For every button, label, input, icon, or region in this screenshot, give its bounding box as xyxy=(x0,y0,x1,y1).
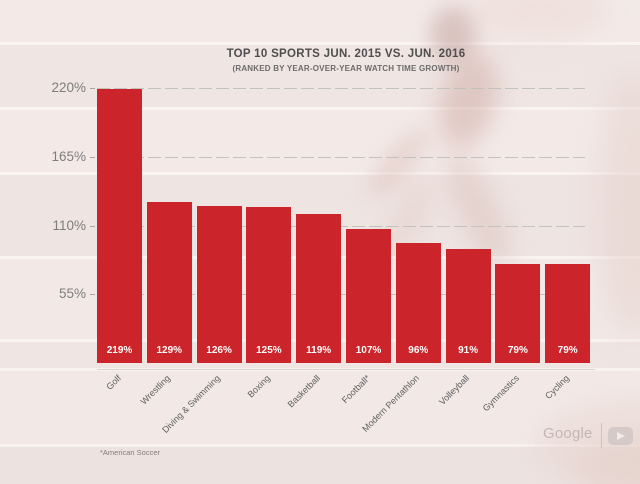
category-label: Basketball xyxy=(285,373,322,410)
google-logo: Google xyxy=(543,425,593,442)
bar xyxy=(246,206,292,363)
gridline xyxy=(97,156,585,158)
footnote: *American Soccer xyxy=(100,448,161,457)
bar xyxy=(395,243,441,363)
y-tick-mark xyxy=(90,294,95,296)
bar-value-label: 79% xyxy=(557,345,578,356)
category-label: Diving & Swimming xyxy=(160,373,223,435)
bar-value-label: 129% xyxy=(156,345,183,356)
bar-value-label: 91% xyxy=(458,345,479,356)
category-label: Football* xyxy=(339,373,372,406)
category-label: Volleyball xyxy=(437,373,472,407)
bar-value-label: 119% xyxy=(306,345,332,356)
bar-value-label: 125% xyxy=(256,345,282,356)
bar xyxy=(346,229,391,363)
brand-divider xyxy=(601,423,602,448)
bar-value-label: 79% xyxy=(507,345,528,356)
play-triangle-icon xyxy=(617,431,625,440)
bar xyxy=(495,264,541,363)
bar-value-label: 107% xyxy=(355,345,382,356)
category-label: Boxing xyxy=(245,373,272,400)
category-label: Wrestling xyxy=(138,373,173,407)
bar-value-label: 126% xyxy=(206,345,232,356)
bar-value-label: 219% xyxy=(106,345,133,356)
bar-value-label: 96% xyxy=(408,345,429,356)
x-axis-baseline xyxy=(97,369,595,370)
y-tick-mark xyxy=(90,88,95,89)
background-figure-shape xyxy=(598,70,640,340)
bar xyxy=(445,249,491,363)
y-tick-label: 220% xyxy=(51,80,86,95)
category-label: Golf xyxy=(103,373,123,392)
y-axis: 220% 165% 110% 55% xyxy=(0,80,96,363)
y-tick-label: 165% xyxy=(51,148,86,164)
chart-subtitle: (RANKED BY YEAR-OVER-YEAR WATCH TIME GRO… xyxy=(232,64,460,73)
youtube-play-icon xyxy=(608,427,633,445)
bar xyxy=(97,89,142,363)
bar xyxy=(545,264,591,363)
category-label: Modern Pentathlon xyxy=(360,373,422,434)
background-figure-shape xyxy=(470,0,610,40)
bar xyxy=(196,205,242,363)
chart-title: TOP 10 SPORTS JUN. 2015 VS. JUN. 2016 xyxy=(226,48,466,60)
y-tick-mark xyxy=(90,225,95,227)
category-label: Gymnastics xyxy=(480,373,521,414)
y-tick-mark xyxy=(90,156,95,158)
gridline xyxy=(97,88,585,89)
bar xyxy=(146,201,192,363)
plot-area: 219% Golf 129% Wrestling 126% Diving & Swimmi… xyxy=(97,88,595,435)
y-tick-label: 55% xyxy=(58,286,86,302)
bar xyxy=(296,214,342,363)
y-tick-label: 110% xyxy=(52,217,86,233)
